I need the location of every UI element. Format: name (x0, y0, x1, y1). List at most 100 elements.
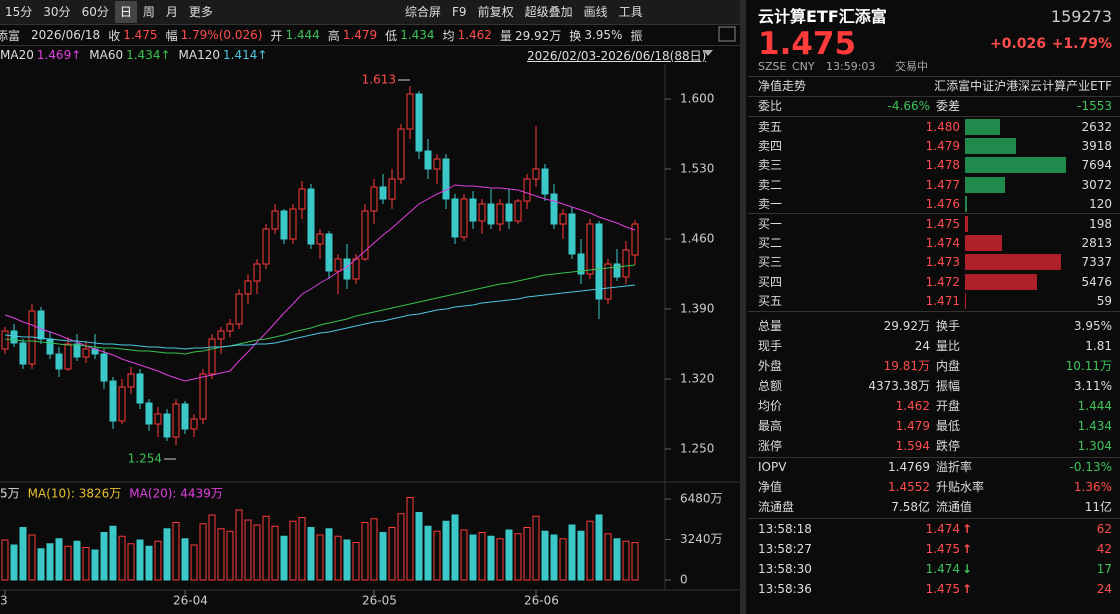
tool-button[interactable]: 综合屏 (405, 5, 442, 19)
volume-bar (262, 515, 270, 581)
tool-button[interactable]: 超级叠加 (524, 5, 573, 19)
info-value: 1.434 (400, 28, 435, 42)
text: 委比 (758, 99, 783, 113)
quote-panel: 云计算ETF汇添富 159273 1.475 +0.026 +1.79% SZSE CNY 1… (748, 0, 1120, 614)
tool-button[interactable]: F9 (452, 5, 467, 19)
text: 59 (1096, 293, 1112, 308)
period-tab[interactable]: 月 (165, 5, 178, 19)
candle-body (442, 158, 450, 200)
volume-bar (487, 535, 495, 581)
volume-bar (172, 522, 180, 581)
candle-body (262, 228, 270, 265)
text: 总量 (758, 319, 783, 333)
candle-body (37, 310, 45, 340)
period-tab[interactable]: 更多 (188, 5, 213, 19)
candle-body (280, 210, 288, 240)
volume-bar (91, 549, 99, 581)
tool-button[interactable]: 前复权 (477, 5, 514, 19)
text: 1.474 (925, 562, 960, 576)
depth-bar (965, 195, 967, 212)
volume-bar (334, 535, 342, 581)
text: 198 (1089, 217, 1112, 231)
candle-body (424, 150, 432, 170)
volume-bar (397, 513, 405, 581)
candle-body (613, 263, 621, 278)
text: 现手 (758, 339, 783, 353)
candle-body (217, 330, 225, 340)
candle-body (46, 338, 54, 355)
text: -0.13% (1069, 460, 1112, 474)
x-tick-label: 26-04 (173, 594, 208, 608)
text: 5476 (1081, 274, 1112, 289)
volume-bar (109, 525, 117, 581)
candle-body (532, 168, 540, 180)
candle-body (586, 223, 594, 275)
text: 7.58亿 (891, 500, 930, 514)
text: 1.475 (758, 26, 857, 62)
text: 1.475 (925, 542, 960, 556)
text: 1.479 (925, 139, 960, 154)
volume-bar (100, 532, 108, 581)
range-label[interactable]: 2026/02/03-2026/06/18(88日) (527, 49, 707, 63)
candle-body (460, 198, 468, 238)
volume-bar (316, 534, 324, 581)
candle-body (595, 223, 603, 300)
text: 1.304 (1077, 439, 1112, 453)
volume-bar (478, 532, 486, 581)
period-tab[interactable]: 周 (142, 5, 155, 19)
candle-body (334, 258, 342, 272)
dropdown-icon[interactable] (703, 50, 713, 56)
text: 3918 (1081, 139, 1112, 154)
text: SZSE (758, 60, 787, 73)
volume-bar (496, 538, 504, 581)
tool-button[interactable]: 工具 (618, 5, 643, 19)
volume-bar (127, 543, 135, 581)
candle-body (370, 186, 378, 212)
text: 量比 (936, 339, 961, 353)
period-tab[interactable]: 15分 (5, 5, 33, 19)
text: ↓ (962, 562, 973, 576)
candle-body (253, 263, 261, 282)
volume-bar (190, 544, 198, 581)
volume-bar (154, 540, 162, 581)
candle-body (622, 249, 630, 278)
text: 外盘 (758, 359, 783, 373)
volume-bar (442, 520, 450, 581)
depth-bar (965, 235, 1002, 252)
period-tab[interactable]: 30分 (43, 5, 71, 19)
candle-body (181, 403, 189, 430)
y-tick-label: 3240万 (680, 532, 723, 546)
separator (748, 76, 1120, 77)
text: 交易中 (895, 60, 928, 73)
volume-bar (163, 528, 171, 581)
volume-bar (217, 528, 225, 581)
separator (748, 457, 1120, 458)
annotation: 1.254 (128, 452, 162, 466)
text: 11亿 (1084, 500, 1112, 514)
period-tab[interactable]: 60分 (81, 5, 109, 19)
legend-value: 1.414↑ (223, 48, 268, 62)
period-tab[interactable]: 日 (114, 1, 137, 23)
volume-bar (523, 527, 531, 581)
wp-icon[interactable] (718, 26, 736, 42)
volume-bar (505, 529, 513, 581)
info-bar: 添富 2026/06/18 收 1.475 幅 1.79%(0.026) 开 1.444 高 1.… (0, 25, 740, 46)
text: 买二 (758, 236, 783, 251)
info-label: 收 (108, 28, 121, 43)
tool-button[interactable]: 画线 (583, 5, 608, 19)
name: 添富 (0, 28, 21, 43)
separator (748, 96, 1120, 97)
text: 涨停 (758, 439, 783, 453)
volume-bar (28, 534, 36, 581)
candle-body (307, 188, 315, 245)
info-value: 1.475 (123, 28, 158, 42)
text: 159273 (1050, 7, 1112, 26)
text: 1.472 (925, 274, 960, 289)
text: 1.479 (895, 419, 930, 433)
volume-bar (55, 538, 63, 581)
text: 42 (1096, 542, 1112, 556)
candle-body (154, 413, 162, 425)
text: 云计算ETF汇添富 (758, 7, 887, 26)
candle-body (64, 343, 72, 370)
text: 总额 (758, 379, 783, 393)
